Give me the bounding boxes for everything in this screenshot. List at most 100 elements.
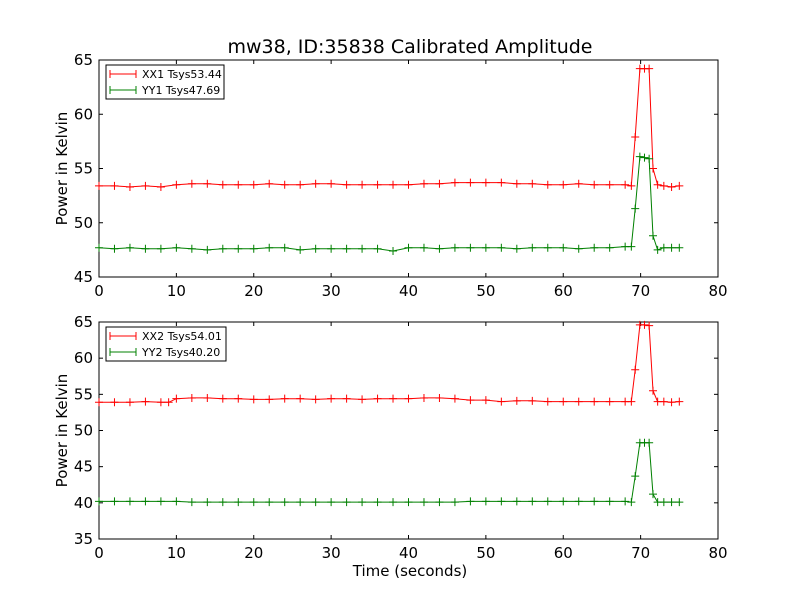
data-point (481, 243, 490, 252)
data-point (512, 244, 521, 253)
data-point (528, 497, 537, 506)
legend-label-1: XX2 Tsys54.01 (142, 330, 222, 343)
data-point (389, 180, 398, 189)
data-point (125, 398, 134, 407)
data-point (450, 243, 459, 252)
data-point (156, 398, 165, 407)
y-tick-label: 55 (74, 385, 93, 403)
data-point (559, 243, 568, 252)
data-point (667, 182, 676, 191)
data-point (559, 397, 568, 406)
data-point (450, 178, 459, 187)
x-axis-label: Time (seconds) (352, 562, 468, 580)
data-point (156, 182, 165, 191)
data-point (296, 498, 305, 507)
data-point (590, 397, 599, 406)
data-point (497, 497, 506, 506)
x-tick-label: 10 (167, 544, 186, 562)
data-point (419, 243, 428, 252)
data-point (419, 179, 428, 188)
data-point (296, 180, 305, 189)
data-point (404, 394, 413, 403)
data-point (110, 497, 119, 506)
data-point (141, 497, 150, 506)
data-point (141, 181, 150, 190)
data-point (435, 498, 444, 507)
data-point (203, 393, 212, 402)
data-point (389, 246, 398, 255)
data-point (141, 397, 150, 406)
data-point (645, 438, 654, 447)
y-tick-label: 60 (74, 105, 93, 123)
x-tick-label: 50 (476, 282, 495, 300)
data-point (528, 243, 537, 252)
data-point (327, 179, 336, 188)
data-point (659, 243, 668, 252)
data-point (218, 180, 227, 189)
data-point (631, 133, 640, 142)
data-point (358, 244, 367, 253)
data-point (590, 497, 599, 506)
legend-marker (109, 86, 137, 94)
y-tick-label: 50 (74, 214, 93, 232)
data-point (635, 152, 644, 161)
legend-label-2: YY2 Tsys40.20 (141, 346, 220, 359)
y-tick-label: 65 (74, 313, 93, 331)
data-point (649, 231, 658, 240)
data-point (543, 180, 552, 189)
data-point (311, 395, 320, 404)
data-point (389, 498, 398, 507)
data-point (631, 204, 640, 213)
data-point (543, 397, 552, 406)
legend-marker (109, 348, 137, 356)
data-point (497, 243, 506, 252)
data-point (265, 243, 274, 252)
x-tick-label: 60 (554, 282, 573, 300)
data-point (605, 497, 614, 506)
data-point (296, 394, 305, 403)
data-point (631, 365, 640, 374)
data-point (311, 179, 320, 188)
data-point (342, 394, 351, 403)
x-tick-label: 20 (244, 544, 263, 562)
data-point (653, 245, 662, 254)
data-point (373, 498, 382, 507)
data-point (249, 244, 258, 253)
data-point (419, 498, 428, 507)
data-point (404, 243, 413, 252)
data-point (450, 498, 459, 507)
data-point (605, 180, 614, 189)
data-point (528, 179, 537, 188)
data-point (621, 180, 630, 189)
data-point (187, 393, 196, 402)
data-point (645, 321, 654, 330)
data-point (296, 245, 305, 254)
data-point (141, 244, 150, 253)
data-point (497, 397, 506, 406)
data-point (110, 181, 119, 190)
legend-box (105, 64, 225, 100)
data-point (627, 181, 636, 190)
data-point (659, 181, 668, 190)
data-point (342, 180, 351, 189)
data-point (649, 490, 658, 499)
x-tick-label: 40 (399, 544, 418, 562)
y-tick-label: 45 (74, 458, 93, 476)
data-point (640, 320, 649, 329)
data-point (311, 498, 320, 507)
x-tick-label: 70 (631, 544, 650, 562)
data-point (110, 398, 119, 407)
data-point (450, 394, 459, 403)
data-point (543, 497, 552, 506)
data-point (466, 243, 475, 252)
data-point (659, 397, 668, 406)
data-point (95, 398, 103, 407)
data-point (419, 393, 428, 402)
data-point (627, 242, 636, 251)
y-tick-label: 55 (74, 160, 93, 178)
data-point (574, 179, 583, 188)
x-tick-label: 10 (167, 282, 186, 300)
chart-title: mw38, ID:35838 Calibrated Amplitude (227, 36, 592, 58)
data-point (203, 179, 212, 188)
